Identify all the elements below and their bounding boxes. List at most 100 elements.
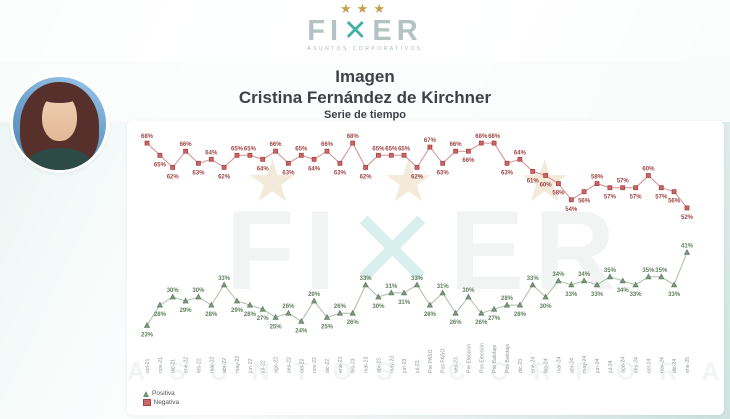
svg-text:mar-24: mar-24 bbox=[556, 356, 562, 373]
svg-text:25%: 25% bbox=[321, 324, 334, 330]
svg-text:sep-22: sep-22 bbox=[286, 357, 292, 373]
svg-text:Pos PASO: Pos PASO bbox=[441, 349, 447, 373]
svg-text:57%: 57% bbox=[604, 195, 617, 201]
svg-text:mar-22: mar-22 bbox=[209, 356, 215, 373]
svg-text:65%: 65% bbox=[398, 146, 411, 152]
svg-text:jul-22: jul-22 bbox=[261, 360, 267, 374]
svg-text:33%: 33% bbox=[218, 276, 231, 282]
svg-text:56%: 56% bbox=[578, 199, 591, 205]
svg-text:68%: 68% bbox=[488, 134, 501, 140]
svg-text:28%: 28% bbox=[244, 312, 257, 318]
svg-text:ago-22: ago-22 bbox=[274, 357, 280, 373]
svg-text:jun-24: jun-24 bbox=[595, 358, 601, 374]
svg-text:dic-21: dic-21 bbox=[171, 359, 177, 373]
svg-text:31%: 31% bbox=[437, 284, 450, 290]
svg-text:mar-23: mar-23 bbox=[364, 356, 370, 373]
svg-text:62%: 62% bbox=[167, 174, 180, 180]
page-subtitle: Cristina Fernández de Kirchner bbox=[238, 88, 492, 107]
svg-text:30%: 30% bbox=[192, 288, 205, 294]
svg-text:60%: 60% bbox=[540, 183, 553, 189]
legend-item-positiva: Positiva bbox=[143, 389, 179, 398]
svg-text:31%: 31% bbox=[398, 300, 411, 306]
svg-text:35%: 35% bbox=[655, 268, 668, 274]
svg-text:33%: 33% bbox=[630, 292, 643, 298]
svg-text:ene-25: ene-25 bbox=[685, 357, 691, 373]
svg-text:26%: 26% bbox=[334, 304, 347, 310]
svg-text:63%: 63% bbox=[501, 170, 514, 176]
svg-text:dic-24: dic-24 bbox=[672, 359, 678, 373]
svg-text:33%: 33% bbox=[565, 292, 578, 298]
svg-text:feb-23: feb-23 bbox=[351, 358, 357, 373]
svg-text:may-24: may-24 bbox=[582, 356, 588, 373]
svg-text:jun-23: jun-23 bbox=[402, 358, 408, 374]
svg-text:61%: 61% bbox=[527, 178, 540, 184]
svg-text:64%: 64% bbox=[257, 166, 270, 172]
timeseries-svg: 68%65%62%66%63%64%62%65% 65%64%66%63%65%6… bbox=[141, 134, 694, 374]
svg-text:66%: 66% bbox=[450, 142, 463, 148]
svg-text:26%: 26% bbox=[450, 320, 463, 326]
page-caption: Serie de tiempo bbox=[324, 109, 406, 121]
svg-text:67%: 67% bbox=[424, 138, 437, 144]
logo-text-left: FI bbox=[307, 15, 344, 47]
svg-text:35%: 35% bbox=[604, 268, 617, 274]
svg-text:33%: 33% bbox=[668, 292, 681, 298]
svg-text:57%: 57% bbox=[617, 179, 630, 185]
svg-text:ago-24: ago-24 bbox=[621, 357, 627, 373]
logo-wordmark: FI✕ER bbox=[0, 16, 730, 46]
svg-text:nov-21: nov-21 bbox=[158, 357, 164, 373]
svg-text:65%: 65% bbox=[372, 146, 385, 152]
svg-text:may-22: may-22 bbox=[235, 356, 241, 373]
svg-text:56%: 56% bbox=[668, 199, 681, 205]
chart-legend: Positiva Negativa bbox=[143, 389, 179, 407]
negativa-marker-icon bbox=[143, 398, 151, 407]
svg-text:Pre Balotaje: Pre Balotaje bbox=[492, 345, 498, 373]
legend-label-negativa: Negativa bbox=[153, 399, 180, 406]
svg-text:63%: 63% bbox=[282, 170, 295, 176]
svg-text:64%: 64% bbox=[308, 166, 321, 172]
svg-text:62%: 62% bbox=[218, 174, 231, 180]
svg-text:68%: 68% bbox=[347, 134, 360, 140]
logo-tagline: ASUNTOS CORPORATIVOS bbox=[307, 46, 423, 52]
svg-text:Pre Elección: Pre Elección bbox=[466, 344, 472, 373]
svg-text:29%: 29% bbox=[231, 308, 244, 314]
svg-text:abr-24: abr-24 bbox=[569, 358, 575, 373]
svg-text:34%: 34% bbox=[578, 272, 591, 278]
svg-text:oct-22: oct-22 bbox=[299, 358, 305, 373]
svg-text:sep-24: sep-24 bbox=[634, 357, 640, 373]
svg-text:28%: 28% bbox=[424, 312, 437, 318]
logo-x-icon: ✕ bbox=[343, 15, 373, 47]
svg-text:64%: 64% bbox=[514, 150, 527, 156]
avatar-torso bbox=[28, 147, 91, 170]
svg-text:25%: 25% bbox=[270, 324, 283, 330]
svg-text:41%: 41% bbox=[681, 243, 694, 249]
svg-text:23%: 23% bbox=[141, 332, 154, 338]
svg-text:ene-22: ene-22 bbox=[184, 357, 190, 373]
svg-text:26%: 26% bbox=[282, 304, 295, 310]
svg-text:34%: 34% bbox=[617, 288, 630, 294]
svg-text:may-23: may-23 bbox=[389, 356, 395, 373]
legend-label-positiva: Positiva bbox=[152, 390, 175, 397]
svg-text:54%: 54% bbox=[565, 207, 578, 213]
svg-text:66%: 66% bbox=[270, 142, 283, 148]
svg-text:28%: 28% bbox=[501, 296, 514, 302]
svg-text:jul-24: jul-24 bbox=[608, 360, 614, 374]
logo-stars-icon: ★★★ bbox=[340, 1, 390, 16]
svg-text:58%: 58% bbox=[591, 175, 604, 181]
svg-text:35%: 35% bbox=[642, 268, 655, 274]
svg-text:63%: 63% bbox=[192, 170, 205, 176]
svg-text:57%: 57% bbox=[630, 195, 643, 201]
svg-text:dic-22: dic-22 bbox=[325, 359, 331, 373]
svg-text:nov-22: nov-22 bbox=[312, 357, 318, 373]
svg-text:Pos Balotaje: Pos Balotaje bbox=[505, 344, 511, 373]
svg-text:27%: 27% bbox=[257, 316, 270, 322]
svg-text:66%: 66% bbox=[180, 142, 193, 148]
svg-text:65%: 65% bbox=[385, 146, 398, 152]
svg-text:24%: 24% bbox=[295, 328, 308, 334]
svg-text:63%: 63% bbox=[437, 170, 450, 176]
svg-text:63%: 63% bbox=[334, 170, 347, 176]
svg-text:26%: 26% bbox=[475, 320, 488, 326]
chart-card: ★ ★ ★ FI✕ER ASUNTOS CORPORATIVOS 68%65%6… bbox=[127, 121, 724, 415]
svg-text:30%: 30% bbox=[372, 304, 385, 310]
svg-text:33%: 33% bbox=[411, 276, 424, 282]
